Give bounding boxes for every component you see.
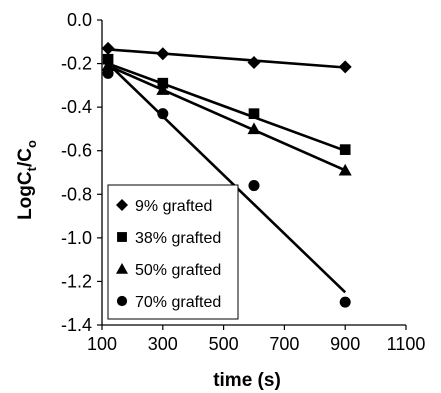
y-tick-label: -1.0: [61, 228, 92, 248]
legend-label: 9% grafted: [135, 198, 212, 215]
legend-marker-square: [117, 232, 127, 242]
data-point-circle: [157, 108, 169, 120]
data-point-square: [102, 53, 114, 65]
data-markers: [101, 41, 352, 308]
x-tick-label: 500: [209, 334, 239, 354]
fit-line-2: [107, 62, 346, 152]
x-tick-label: 300: [148, 334, 178, 354]
y-axis-title-sub2: o: [24, 140, 39, 148]
data-point-diamond: [156, 47, 170, 61]
data-point-circle: [102, 67, 114, 79]
legend-marker-diamond: [116, 199, 128, 211]
legend-box: [107, 184, 239, 320]
y-tick-label: -0.2: [61, 54, 92, 74]
fit-line-4: [107, 62, 347, 294]
y-tick-label: -0.4: [61, 97, 92, 117]
data-point-circle: [248, 180, 260, 192]
x-tick-label: 1100: [387, 334, 426, 354]
data-point-diamond: [247, 55, 261, 69]
data-point-square: [339, 144, 351, 155]
y-tick-label: -0.8: [61, 184, 92, 204]
data-point-square: [157, 77, 169, 89]
y-tick-label: -0.6: [61, 141, 92, 161]
fit-lines: [107, 48, 347, 294]
legend-label: 38% grafted: [135, 230, 221, 247]
y-tick-label: 0.0: [67, 10, 92, 30]
data-point-triangle: [247, 122, 261, 135]
y-axis-title-mid: /C: [15, 148, 36, 167]
data-point-triangle: [101, 59, 115, 71]
x-tick-label: 700: [269, 334, 299, 354]
x-axis-title: time (s): [213, 370, 281, 391]
legend-label: 70% grafted: [135, 294, 221, 311]
y-axis-title: LogCt/Co: [15, 140, 39, 220]
y-axis-title-sub1: t: [24, 166, 39, 171]
y-axis-title-main: LogC: [15, 171, 36, 220]
legend-label: 50% grafted: [135, 262, 221, 279]
x-tick-label: 900: [330, 334, 360, 354]
data-point-diamond: [338, 60, 352, 74]
fit-line-1: [107, 48, 346, 69]
legend: 9% grafted 38% grafted 50% grafted 70% graf…: [107, 184, 239, 320]
fit-line-3: [107, 64, 346, 172]
data-point-circle: [339, 296, 351, 308]
data-point-diamond: [101, 41, 115, 55]
y-axis-ticks: 0.0 -0.2 -0.4 -0.6 -0.8 -1.0 -1.2 -1.4: [61, 10, 102, 335]
legend-marker-triangle: [116, 263, 128, 274]
legend-marker-circle: [116, 295, 128, 307]
x-axis-ticks: 100 300 500 700 900 1100: [87, 325, 425, 354]
y-tick-label: -1.4: [61, 315, 92, 335]
data-point-triangle: [156, 83, 170, 95]
data-point-square: [248, 108, 260, 120]
x-tick-label: 100: [87, 334, 117, 354]
data-point-triangle: [338, 163, 352, 176]
y-tick-label: -1.2: [61, 271, 92, 291]
